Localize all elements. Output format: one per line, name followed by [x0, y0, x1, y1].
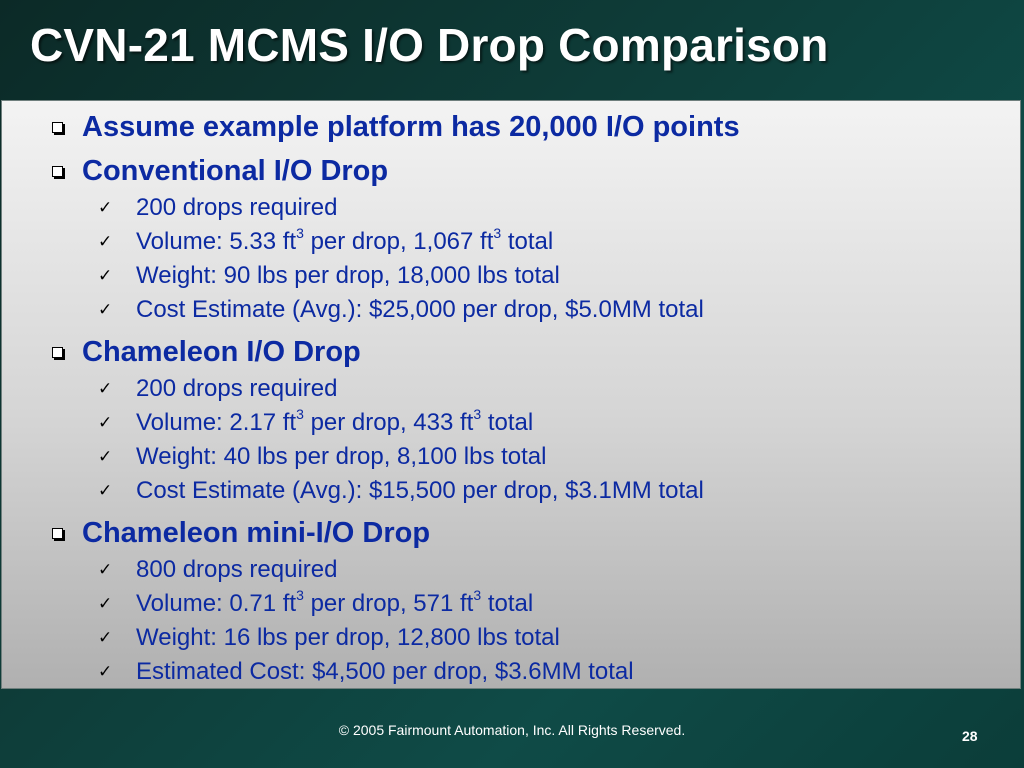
list-item: ✓ Estimated Cost: $4,500 per drop, $3.6M…: [98, 657, 634, 687]
list-item: ✓ Cost Estimate (Avg.): $25,000 per drop…: [98, 295, 704, 325]
square-bullet-icon: [52, 346, 63, 358]
list-item-text: 200 drops required: [136, 375, 338, 402]
checkmark-icon: ✓: [98, 447, 113, 467]
list-item: ✓ 800 drops required: [98, 555, 337, 585]
checkmark-icon: ✓: [98, 232, 113, 252]
list-item: ✓ Volume: 5.33 ft3 per drop, 1,067 ft3 t…: [98, 225, 554, 257]
list-item: ✓ Weight: 16 lbs per drop, 12,800 lbs to…: [98, 623, 560, 653]
section-label: Conventional I/O Drop: [82, 154, 389, 187]
list-item-text: Cost Estimate (Avg.): $25,000 per drop, …: [136, 296, 704, 323]
section-heading: Assume example platform has 20,000 I/O p…: [52, 110, 740, 144]
list-item-text: Weight: 90 lbs per drop, 18,000 lbs tota…: [136, 262, 560, 289]
list-item-text: Weight: 40 lbs per drop, 8,100 lbs total: [136, 443, 547, 470]
list-item: ✓ Weight: 90 lbs per drop, 18,000 lbs to…: [98, 261, 560, 291]
copyright-footer: © 2005 Fairmount Automation, Inc. All Ri…: [338, 722, 686, 738]
list-item: ✓ 200 drops required: [98, 374, 337, 404]
list-item: ✓ Volume: 0.71 ft3 per drop, 571 ft3 tot…: [98, 587, 534, 619]
section-label: Chameleon I/O Drop: [82, 335, 361, 368]
section-label: Chameleon mini-I/O Drop: [82, 516, 431, 549]
checkmark-icon: ✓: [98, 481, 113, 501]
content-panel: Assume example platform has 20,000 I/O p…: [1, 100, 1021, 689]
list-item-text: 200 drops required: [136, 194, 338, 221]
list-item-text: Volume: 5.33 ft3 per drop, 1,067 ft3 tot…: [136, 225, 554, 255]
checkmark-icon: ✓: [98, 379, 113, 399]
checkmark-icon: ✓: [98, 266, 113, 286]
list-item: ✓ Cost Estimate (Avg.): $15,500 per drop…: [98, 476, 704, 506]
square-bullet-icon: [52, 121, 63, 133]
list-item-text: Volume: 0.71 ft3 per drop, 571 ft3 total: [136, 587, 534, 617]
checkmark-icon: ✓: [98, 560, 113, 580]
list-item-text: Volume: 2.17 ft3 per drop, 433 ft3 total: [136, 406, 534, 436]
checkmark-icon: ✓: [98, 662, 113, 682]
list-item-text: Weight: 16 lbs per drop, 12,800 lbs tota…: [136, 624, 560, 651]
square-bullet-icon: [52, 527, 63, 539]
section-label: Assume example platform has 20,000 I/O p…: [82, 110, 740, 143]
section-heading: Conventional I/O Drop: [52, 154, 388, 188]
checkmark-icon: ✓: [98, 300, 113, 320]
slide-title: CVN-21 MCMS I/O Drop Comparison: [30, 19, 829, 71]
list-item-text: 800 drops required: [136, 556, 338, 583]
section-heading: Chameleon I/O Drop: [52, 335, 361, 369]
checkmark-icon: ✓: [98, 413, 113, 433]
list-item: ✓ Volume: 2.17 ft3 per drop, 433 ft3 tot…: [98, 406, 534, 438]
square-bullet-icon: [52, 165, 63, 177]
checkmark-icon: ✓: [98, 198, 113, 218]
list-item-text: Estimated Cost: $4,500 per drop, $3.6MM …: [136, 658, 634, 685]
checkmark-icon: ✓: [98, 594, 113, 614]
section-heading: Chameleon mini-I/O Drop: [52, 516, 430, 550]
list-item-text: Cost Estimate (Avg.): $15,500 per drop, …: [136, 477, 704, 504]
page-number: 28: [962, 728, 978, 744]
checkmark-icon: ✓: [98, 628, 113, 648]
list-item: ✓ Weight: 40 lbs per drop, 8,100 lbs tot…: [98, 442, 546, 472]
list-item: ✓ 200 drops required: [98, 193, 337, 223]
